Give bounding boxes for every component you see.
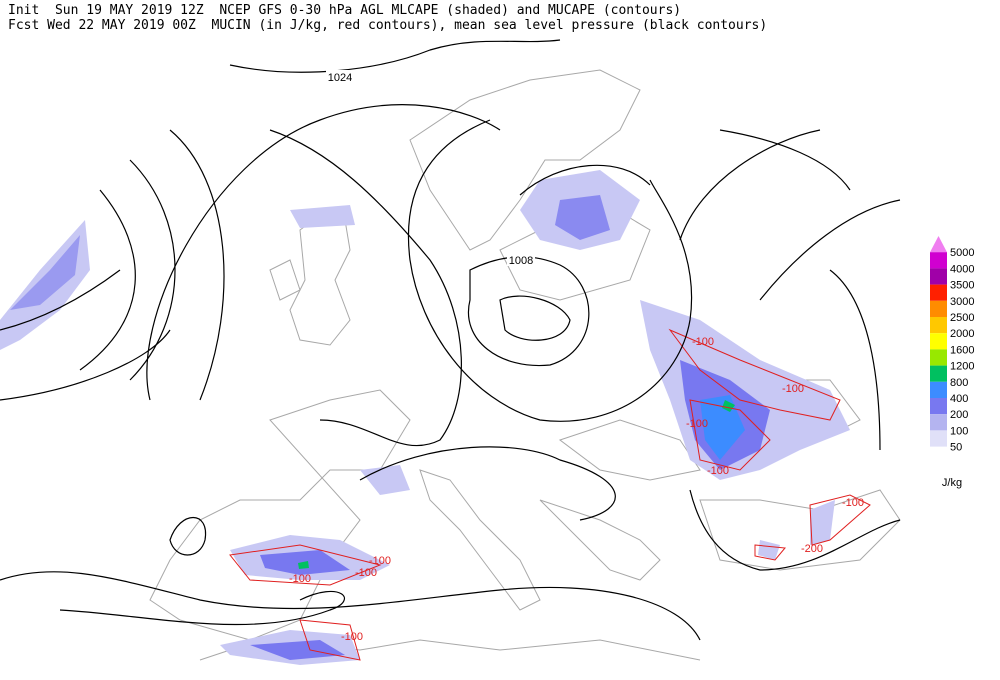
cin-label: -100 [355,567,377,579]
isobar-labels: 1024 1008 [326,70,535,267]
cin-label: -100 [341,631,363,643]
legend-swatch [930,349,947,366]
cin-label: -100 [369,555,391,567]
legend-label: 1600 [950,344,974,356]
legend-label: 1200 [950,361,974,373]
header-line2: Fcst Wed 22 MAY 2019 00Z MUCIN (in J/kg,… [8,18,767,33]
legend-label: 400 [950,393,968,405]
cin-label: -200 [801,543,823,555]
legend-swatch [930,284,947,301]
legend-swatch [930,365,947,382]
legend-label: 3000 [950,296,974,308]
cin-label: -100 [842,497,864,509]
cin-label: -100 [707,465,729,477]
legend-label: 4000 [950,263,974,275]
legend-swatch [930,333,947,350]
legend-label: 800 [950,377,968,389]
legend-swatch [930,317,947,334]
cin-contours [229,328,871,661]
cin-label: -100 [289,573,311,585]
legend: J/kg 5000 4000 3500 3000 2500 2000 1600 1200 800… [930,236,974,489]
cin-labels: -100 -100 -100 -100 -100 -100 -100 -100 … [289,336,864,643]
legend-label: 50 [950,442,962,454]
cin-label: -100 [692,336,714,348]
legend-swatch [930,252,947,269]
legend-swatch [930,381,947,398]
isobar-label: 1024 [328,72,352,84]
legend-swatch [930,300,947,317]
legend-label: 200 [950,409,968,421]
legend-unit: J/kg [942,477,962,489]
legend-swatch [930,414,947,431]
cin-label: -100 [686,418,708,430]
header-line1: Init Sun 19 MAY 2019 12Z NCEP GFS 0-30 h… [8,3,681,18]
legend-label: 2000 [950,328,974,340]
legend-swatch [930,398,947,415]
legend-label: 3500 [950,280,974,292]
legend-label: 5000 [950,247,974,259]
legend-label: 100 [950,425,968,437]
cin-label: -100 [782,383,804,395]
legend-label: 2500 [950,312,974,324]
legend-swatch [930,236,947,253]
isobar-label: 1008 [509,255,533,267]
legend-swatch [930,268,947,285]
isobars [0,39,901,641]
cape-shading [0,170,850,665]
legend-swatch [930,430,947,447]
